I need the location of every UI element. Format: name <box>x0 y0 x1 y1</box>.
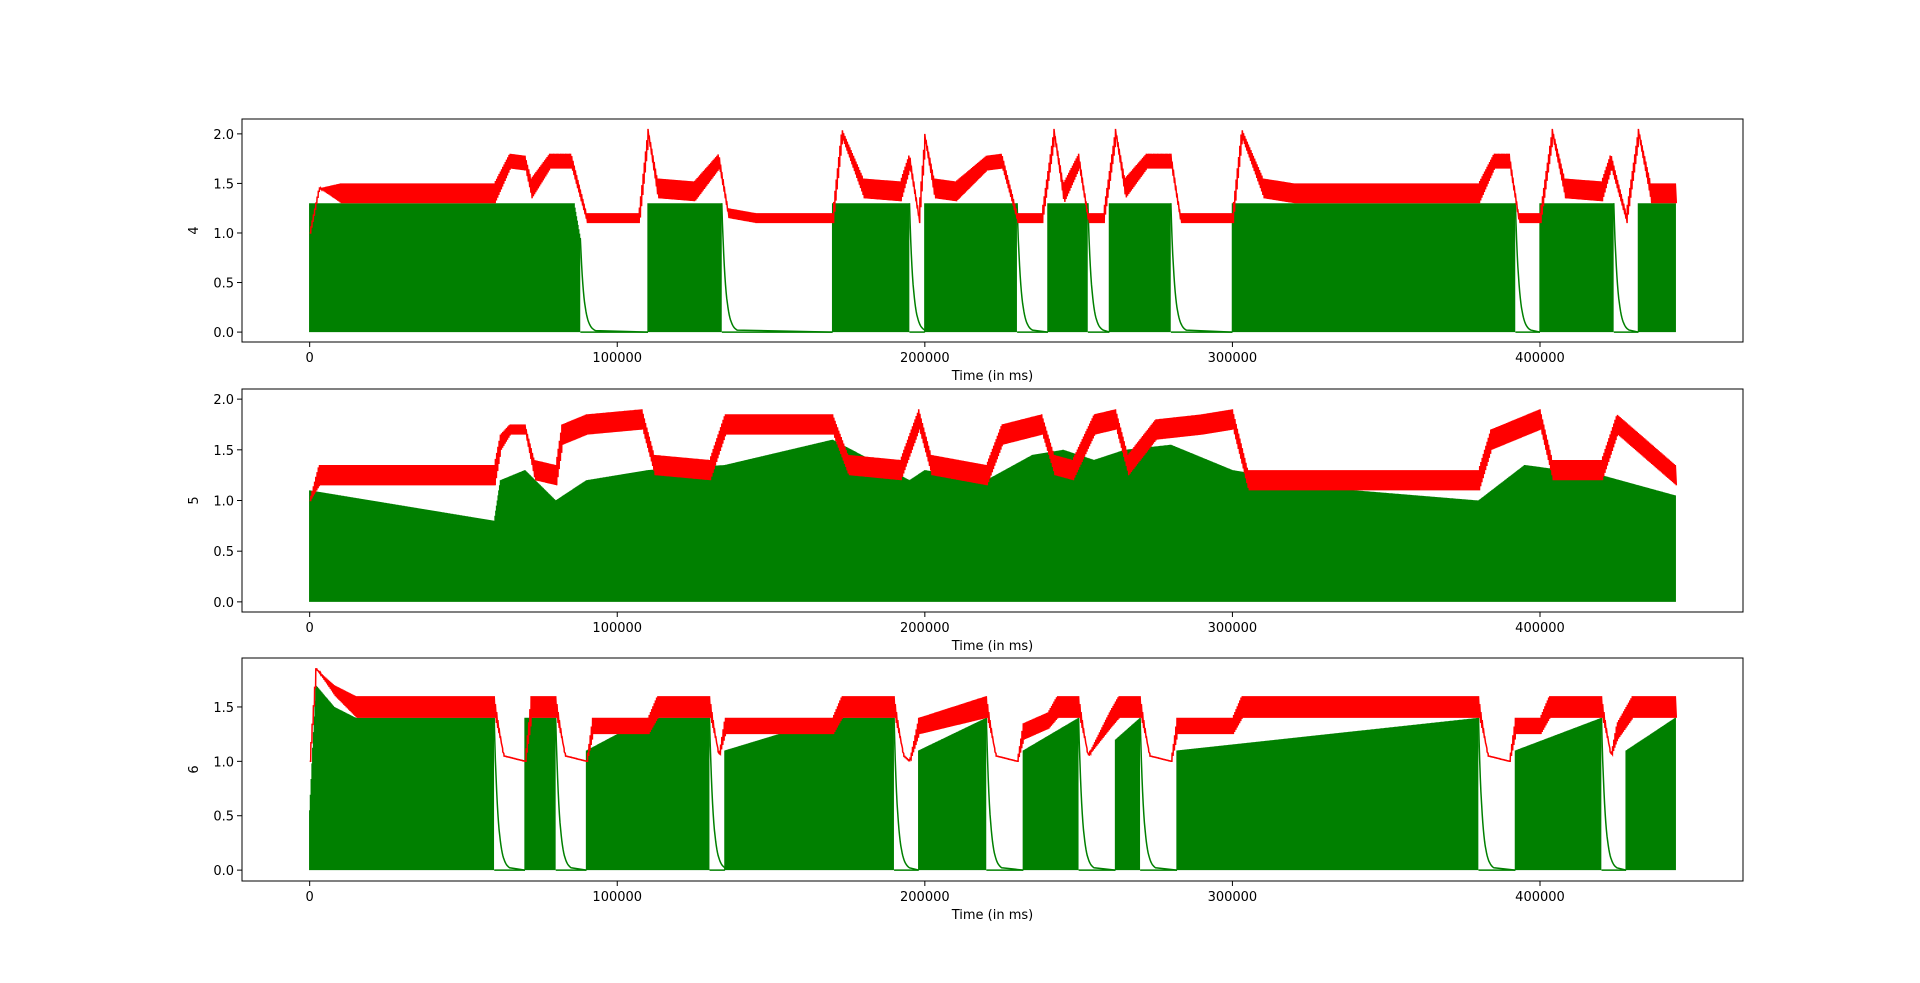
x-tick-label: 300000 <box>1208 351 1258 366</box>
y-tick-label: 0.0 <box>213 596 234 611</box>
series-green <box>309 685 1676 871</box>
series-green-decay <box>1087 203 1110 333</box>
series-green-decay <box>893 717 919 871</box>
series-green-decay <box>1613 203 1639 333</box>
y-tick-label: 1.0 <box>213 495 234 510</box>
series-green-decay <box>1077 717 1116 871</box>
series-green-decay <box>721 203 833 333</box>
y-tick-label: 0.0 <box>213 326 234 341</box>
y-tick-label: 0.0 <box>213 864 234 879</box>
series-green-decay <box>985 717 1024 871</box>
series-green-decay <box>1477 717 1516 871</box>
subplot-6: 0 100000 200000 300000 400000 0.0 0.5 1.0 1.5 Tim… <box>187 657 1744 923</box>
y-tick-label: 1.5 <box>213 701 234 716</box>
x-tick-label: 400000 <box>1515 890 1565 905</box>
y-tick-label: 1.5 <box>213 177 234 192</box>
axes-frame <box>241 118 1744 343</box>
y-tick-label: 0.5 <box>213 545 234 560</box>
series-green-decay <box>579 237 649 333</box>
series-red <box>309 668 1678 763</box>
series-red <box>309 409 1678 502</box>
subplot-5: 0 100000 200000 300000 400000 0.0 0.5 1.0 1.5 2.0… <box>187 388 1744 654</box>
x-tick-label: 100000 <box>592 351 642 366</box>
x-axis-label: Time (in ms) <box>951 639 1034 654</box>
y-axis-label: 4 <box>187 226 202 234</box>
y-axis-label: 6 <box>187 765 202 773</box>
y-tick-label: 1.0 <box>213 755 234 770</box>
x-axis-label: Time (in ms) <box>951 369 1034 384</box>
x-tick-label: 400000 <box>1515 351 1565 366</box>
y-tick-label: 1.5 <box>213 444 234 459</box>
y-tick-label: 1.0 <box>213 227 234 242</box>
subplot-4: 0 100000 200000 300000 400000 0.0 0.5 1.0 1.5 2.0… <box>187 118 1744 384</box>
series-green-decay <box>1139 717 1178 871</box>
series-green-decay <box>1016 203 1048 333</box>
x-axis-label: Time (in ms) <box>951 908 1034 923</box>
y-tick-label: 0.5 <box>213 810 234 825</box>
x-tick-label: 200000 <box>900 351 950 366</box>
x-tick-label: 200000 <box>900 621 950 636</box>
x-tick-label: 400000 <box>1515 621 1565 636</box>
plot-area <box>309 128 1678 333</box>
series-green <box>309 203 1676 333</box>
x-tick-label: 300000 <box>1208 621 1258 636</box>
series-green-decay <box>708 717 726 871</box>
x-tick-label: 0 <box>306 351 314 366</box>
y-tick-label: 2.0 <box>213 128 234 143</box>
x-tick-label: 100000 <box>592 890 642 905</box>
y-tick-label: 0.5 <box>213 277 234 292</box>
series-green-decay <box>554 717 587 871</box>
x-tick-label: 0 <box>306 621 314 636</box>
x-tick-label: 100000 <box>592 621 642 636</box>
series-red <box>309 128 1678 234</box>
x-tick-label: 200000 <box>900 890 950 905</box>
plot-area <box>309 668 1678 871</box>
series-green-decay <box>493 717 526 871</box>
series-green-decay <box>1170 203 1233 333</box>
series-green-decay <box>1600 717 1627 871</box>
plot-area <box>309 409 1678 602</box>
y-tick-label: 2.0 <box>213 393 234 408</box>
axes-frame <box>241 657 1744 882</box>
x-tick-label: 300000 <box>1208 890 1258 905</box>
x-tick-label: 0 <box>306 890 314 905</box>
series-green-decay <box>908 203 926 333</box>
y-axis-label: 5 <box>187 496 202 504</box>
series-green-decay <box>1514 203 1541 333</box>
series-green <box>309 439 1676 602</box>
